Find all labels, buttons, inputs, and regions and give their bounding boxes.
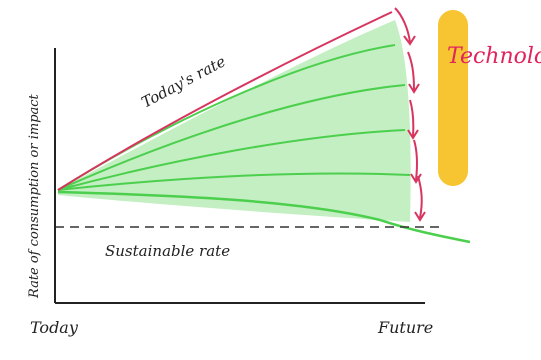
y-axis-label: Rate of consumption or impact (27, 93, 42, 299)
green-fan-area (58, 20, 411, 222)
arrow-5 (414, 175, 426, 222)
todays-rate-label: Today's rate (138, 52, 228, 111)
green-trajectory-3 (57, 129, 406, 191)
technology-arrows (394, 7, 426, 222)
arrow-2 (407, 51, 420, 94)
arrow-1 (394, 7, 416, 46)
technology-bar (438, 10, 468, 186)
x-axis-end-label: Future (377, 318, 433, 337)
sustainable-rate-label: Sustainable rate (105, 242, 230, 260)
green-trajectory-2 (57, 84, 406, 191)
green-trajectory-5 (57, 190, 471, 244)
arrow-4 (410, 139, 422, 184)
green-trajectory-4 (57, 172, 411, 191)
technology-label: Technology (447, 44, 541, 69)
x-axis-start-label: Today (30, 318, 79, 337)
arrow-3 (407, 99, 419, 140)
todays-rate-line (57, 11, 393, 191)
